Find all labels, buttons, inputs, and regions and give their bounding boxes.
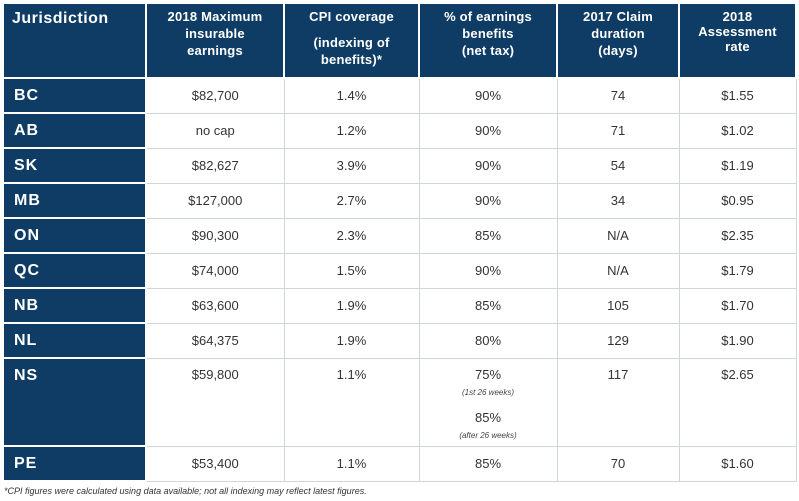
- header-max-earnings: 2018 Maximum insurable earnings: [145, 2, 285, 79]
- claim-duration-cell: 74: [556, 77, 680, 114]
- pct-earnings-cell: 85%: [418, 287, 558, 324]
- pct-earnings-cell: 90%: [418, 77, 558, 114]
- header-pct-line: (net tax): [461, 43, 515, 58]
- pct-earnings-note: (after 26 weeks): [459, 430, 517, 440]
- jurisdiction-cell: QC: [2, 252, 147, 289]
- assessment-rate-cell: $0.95: [678, 182, 797, 219]
- footnote: *CPI figures were calculated using data …: [4, 486, 367, 496]
- claim-duration-cell: 34: [556, 182, 680, 219]
- assessment-rate-cell: $2.35: [678, 217, 797, 254]
- table-row: BC $82,700 1.4% 90% 74 $1.55: [2, 77, 797, 114]
- table-row: NB $63,600 1.9% 85% 105 $1.70: [2, 287, 797, 324]
- max-earnings-cell: no cap: [145, 112, 285, 149]
- table-row: PE $53,400 1.1% 85% 70 $1.60: [2, 445, 797, 482]
- header-row: Jurisdiction 2018 Maximum insurable earn…: [2, 2, 797, 79]
- pct-earnings-cell: 80%: [418, 322, 558, 359]
- header-cpi-line: (indexing of: [313, 35, 390, 50]
- assessment-rate-cell: $1.90: [678, 322, 797, 359]
- table-row: SK $82,627 3.9% 90% 54 $1.19: [2, 147, 797, 184]
- cpi-cell: 2.7%: [283, 182, 420, 219]
- claim-duration-cell: 70: [556, 445, 680, 482]
- max-earnings-cell: $63,600: [145, 287, 285, 324]
- header-max-earnings-line: insurable: [185, 26, 245, 41]
- jurisdiction-comparison-table: Jurisdiction 2018 Maximum insurable earn…: [2, 2, 797, 482]
- jurisdiction-cell: MB: [2, 182, 147, 219]
- header-cpi: CPI coverage (indexing of benefits)*: [283, 2, 420, 79]
- pct-earnings-cell: 85%: [418, 445, 558, 482]
- cpi-cell: 3.9%: [283, 147, 420, 184]
- max-earnings-cell: $64,375: [145, 322, 285, 359]
- claim-duration-cell: N/A: [556, 217, 680, 254]
- claim-duration-cell: 54: [556, 147, 680, 184]
- jurisdiction-cell: AB: [2, 112, 147, 149]
- cpi-cell: 1.1%: [283, 357, 420, 447]
- claim-duration-cell: N/A: [556, 252, 680, 289]
- pct-earnings-value: 75%: [474, 366, 502, 382]
- assessment-rate-cell: $2.65: [678, 357, 797, 447]
- header-rate-line: 2018: [722, 9, 753, 24]
- pct-earnings-cell: 90%: [418, 112, 558, 149]
- assessment-rate-cell: $1.55: [678, 77, 797, 114]
- pct-earnings-cell: 90%: [418, 252, 558, 289]
- table-row: QC $74,000 1.5% 90% N/A $1.79: [2, 252, 797, 289]
- jurisdiction-cell: SK: [2, 147, 147, 184]
- table-row: ON $90,300 2.3% 85% N/A $2.35: [2, 217, 797, 254]
- assessment-rate-cell: $1.70: [678, 287, 797, 324]
- cpi-cell: 1.5%: [283, 252, 420, 289]
- claim-duration-cell: 71: [556, 112, 680, 149]
- max-earnings-cell: $59,800: [145, 357, 285, 447]
- pct-earnings-value: 85%: [474, 409, 502, 425]
- claim-duration-cell: 129: [556, 322, 680, 359]
- cpi-cell: 2.3%: [283, 217, 420, 254]
- pct-earnings-cell: 90%: [418, 182, 558, 219]
- max-earnings-cell: $127,000: [145, 182, 285, 219]
- header-claim-line: 2017 Claim: [583, 9, 653, 24]
- header-claim-duration: 2017 Claim duration (days): [556, 2, 680, 79]
- assessment-rate-cell: $1.60: [678, 445, 797, 482]
- header-max-earnings-line: earnings: [187, 43, 243, 58]
- header-claim-line: duration: [591, 26, 645, 41]
- assessment-rate-cell: $1.79: [678, 252, 797, 289]
- header-cpi-line: CPI coverage: [309, 9, 394, 24]
- header-cpi-line: benefits)*: [320, 52, 383, 67]
- jurisdiction-cell: NS: [2, 357, 147, 447]
- header-pct-line: % of earnings: [444, 9, 532, 24]
- table-row: MB $127,000 2.7% 90% 34 $0.95: [2, 182, 797, 219]
- header-claim-line: (days): [598, 43, 638, 58]
- cpi-cell: 1.9%: [283, 322, 420, 359]
- cpi-cell: 1.9%: [283, 287, 420, 324]
- table-row: NS $59,800 1.1% 75% (1st 26 weeks) 85% (…: [2, 357, 797, 447]
- pct-earnings-note: (1st 26 weeks): [461, 387, 515, 397]
- claim-duration-cell: 105: [556, 287, 680, 324]
- header-max-earnings-line: 2018 Maximum: [167, 9, 263, 24]
- assessment-rate-cell: $1.02: [678, 112, 797, 149]
- pct-earnings-cell: 90%: [418, 147, 558, 184]
- jurisdiction-cell: ON: [2, 217, 147, 254]
- header-rate-line: Assessment: [698, 24, 777, 39]
- header-assessment-rate: 2018 Assessment rate: [678, 2, 797, 79]
- pct-earnings-cell: 85%: [418, 217, 558, 254]
- cpi-cell: 1.2%: [283, 112, 420, 149]
- header-pct-line: benefits: [462, 26, 514, 41]
- max-earnings-cell: $82,700: [145, 77, 285, 114]
- max-earnings-cell: $53,400: [145, 445, 285, 482]
- table-row: AB no cap 1.2% 90% 71 $1.02: [2, 112, 797, 149]
- jurisdiction-cell: NL: [2, 322, 147, 359]
- max-earnings-cell: $90,300: [145, 217, 285, 254]
- cpi-cell: 1.4%: [283, 77, 420, 114]
- cpi-cell: 1.1%: [283, 445, 420, 482]
- jurisdiction-cell: NB: [2, 287, 147, 324]
- max-earnings-cell: $74,000: [145, 252, 285, 289]
- assessment-rate-cell: $1.19: [678, 147, 797, 184]
- header-jurisdiction: Jurisdiction: [2, 2, 147, 79]
- header-pct-earnings: % of earnings benefits (net tax): [418, 2, 558, 79]
- jurisdiction-cell: PE: [2, 445, 147, 482]
- jurisdiction-cell: BC: [2, 77, 147, 114]
- table-row: NL $64,375 1.9% 80% 129 $1.90: [2, 322, 797, 359]
- claim-duration-cell: 117: [556, 357, 680, 447]
- max-earnings-cell: $82,627: [145, 147, 285, 184]
- header-rate-line: rate: [725, 39, 750, 54]
- pct-earnings-cell: 75% (1st 26 weeks) 85% (after 26 weeks): [418, 357, 558, 447]
